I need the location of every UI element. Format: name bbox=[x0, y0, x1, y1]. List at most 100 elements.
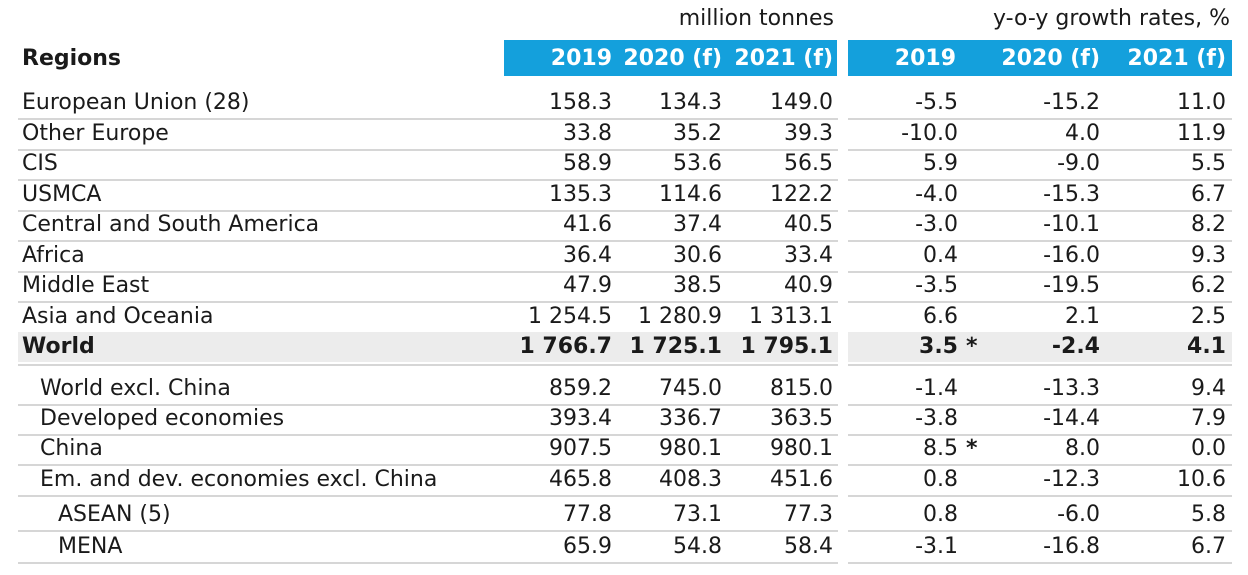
row-label: Africa bbox=[22, 243, 85, 268]
row-separator bbox=[18, 118, 838, 120]
row-label: Middle East bbox=[22, 273, 150, 298]
row-value: 6.6 bbox=[923, 304, 958, 329]
row-separator bbox=[848, 434, 1232, 436]
row-value: 58.4 bbox=[784, 534, 833, 559]
table-row: Africa 36.4 30.6 33.4 0.4 -16.0 9.3 bbox=[0, 241, 1248, 271]
row-value: -14.4 bbox=[1043, 406, 1100, 431]
row-value: 56.5 bbox=[784, 151, 833, 176]
row-value: 815.0 bbox=[770, 376, 833, 401]
row-value: -16.0 bbox=[1043, 243, 1100, 268]
row-value: 77.3 bbox=[784, 502, 833, 527]
row-value: -5.5 bbox=[915, 90, 958, 115]
row-label: China bbox=[40, 436, 103, 461]
row-value: 1 766.7 bbox=[519, 334, 612, 359]
world-row-band bbox=[18, 332, 838, 362]
row-separator bbox=[848, 210, 1232, 212]
row-value: 0.8 bbox=[923, 502, 958, 527]
row-value: 465.8 bbox=[549, 467, 612, 492]
row-value: 58.9 bbox=[563, 151, 612, 176]
row-value: 6.7 bbox=[1191, 182, 1226, 207]
world-row-band bbox=[848, 332, 1232, 362]
row-value: -16.8 bbox=[1043, 534, 1100, 559]
row-value: 4.0 bbox=[1065, 121, 1100, 146]
row-value: 451.6 bbox=[770, 467, 833, 492]
row-value: -19.5 bbox=[1043, 273, 1100, 298]
table-row: ASEAN (5) 77.8 73.1 77.3 0.8 -6.0 5.8 bbox=[0, 500, 1248, 530]
row-value: 40.9 bbox=[784, 273, 833, 298]
unit-label-million-tonnes: million tonnes bbox=[678, 6, 834, 31]
row-value: 38.5 bbox=[673, 273, 722, 298]
row-separator bbox=[18, 364, 838, 366]
row-value: 35.2 bbox=[673, 121, 722, 146]
row-label: CIS bbox=[22, 151, 58, 176]
row-value: 5.8 bbox=[1191, 502, 1226, 527]
row-value: -1.4 bbox=[915, 376, 958, 401]
row-value: 73.1 bbox=[673, 502, 722, 527]
row-value: 1 795.1 bbox=[740, 334, 833, 359]
row-value: 859.2 bbox=[549, 376, 612, 401]
row-value: 41.6 bbox=[563, 212, 612, 237]
table-row: Developed economies 393.4 336.7 363.5 -3.8 -1… bbox=[0, 404, 1248, 434]
row-value: 47.9 bbox=[563, 273, 612, 298]
row-label: Em. and dev. economies excl. China bbox=[40, 467, 438, 492]
row-value: 33.8 bbox=[563, 121, 612, 146]
row-value: 158.3 bbox=[549, 90, 612, 115]
row-separator bbox=[848, 530, 1232, 532]
row-separator bbox=[18, 149, 838, 151]
row-value: 9.4 bbox=[1191, 376, 1226, 401]
row-value: 0.4 bbox=[923, 243, 958, 268]
row-value: 8.0 bbox=[1065, 436, 1100, 461]
row-value: -6.0 bbox=[1057, 502, 1100, 527]
row-value: 36.4 bbox=[563, 243, 612, 268]
table-row: European Union (28) 158.3 134.3 149.0 -5.5 -1… bbox=[0, 88, 1248, 118]
row-value: 54.8 bbox=[673, 534, 722, 559]
row-value: 53.6 bbox=[673, 151, 722, 176]
row-value: 134.3 bbox=[659, 90, 722, 115]
row-label: World bbox=[22, 334, 95, 359]
row-value: 9.3 bbox=[1191, 243, 1226, 268]
row-label: USMCA bbox=[22, 182, 102, 207]
row-separator bbox=[848, 495, 1232, 497]
row-separator bbox=[848, 271, 1232, 273]
row-value: 336.7 bbox=[659, 406, 722, 431]
row-value: 0.0 bbox=[1191, 436, 1226, 461]
row-value: -3.8 bbox=[915, 406, 958, 431]
header-col-2019-volume: 2019 bbox=[550, 46, 612, 71]
row-separator bbox=[848, 118, 1232, 120]
table-row: Central and South America 41.6 37.4 40.5 -3.… bbox=[0, 210, 1248, 240]
row-separator bbox=[18, 434, 838, 436]
table-row: MENA 65.9 54.8 58.4 -3.1 -16.8 6.7 bbox=[0, 532, 1248, 562]
row-value: 1 313.1 bbox=[749, 304, 833, 329]
row-value: 907.5 bbox=[549, 436, 612, 461]
header-band-volume bbox=[504, 40, 837, 76]
regions-header: Regions bbox=[22, 46, 122, 71]
row-value: 6.7 bbox=[1191, 534, 1226, 559]
row-value: 2.5 bbox=[1191, 304, 1226, 329]
row-separator bbox=[18, 562, 838, 564]
row-label: MENA bbox=[58, 534, 123, 559]
row-value: 4.1 bbox=[1187, 334, 1226, 359]
row-separator bbox=[848, 149, 1232, 151]
header-col-2021-growth: 2021 (f) bbox=[1127, 46, 1226, 71]
header-col-2020-volume: 2020 (f) bbox=[623, 46, 722, 71]
row-value: -2.4 bbox=[1051, 334, 1100, 359]
row-value: -13.3 bbox=[1043, 376, 1100, 401]
header-col-2019-growth: 2019 bbox=[894, 46, 956, 71]
row-value: -15.3 bbox=[1043, 182, 1100, 207]
row-value: 77.8 bbox=[563, 502, 612, 527]
table-row: Asia and Oceania 1 254.5 1 280.9 1 313.1 6.6… bbox=[0, 302, 1248, 332]
row-separator bbox=[18, 210, 838, 212]
row-value: 122.2 bbox=[770, 182, 833, 207]
header-band-growth bbox=[848, 40, 1232, 76]
row-separator bbox=[18, 240, 838, 242]
table-row: CIS 58.9 53.6 56.5 5.9 -9.0 5.5 bbox=[0, 149, 1248, 179]
row-value: 30.6 bbox=[673, 243, 722, 268]
table-row: World excl. China 859.2 745.0 815.0 -1.4 -13.… bbox=[0, 374, 1248, 404]
row-separator bbox=[848, 404, 1232, 406]
row-value: 40.5 bbox=[784, 212, 833, 237]
footnote-star: * bbox=[966, 436, 978, 461]
row-separator bbox=[848, 464, 1232, 466]
row-value: 980.1 bbox=[770, 436, 833, 461]
table-row: China 907.5 980.1 980.1 8.5 8.0 0.0 * bbox=[0, 434, 1248, 464]
row-label: Central and South America bbox=[22, 212, 320, 237]
